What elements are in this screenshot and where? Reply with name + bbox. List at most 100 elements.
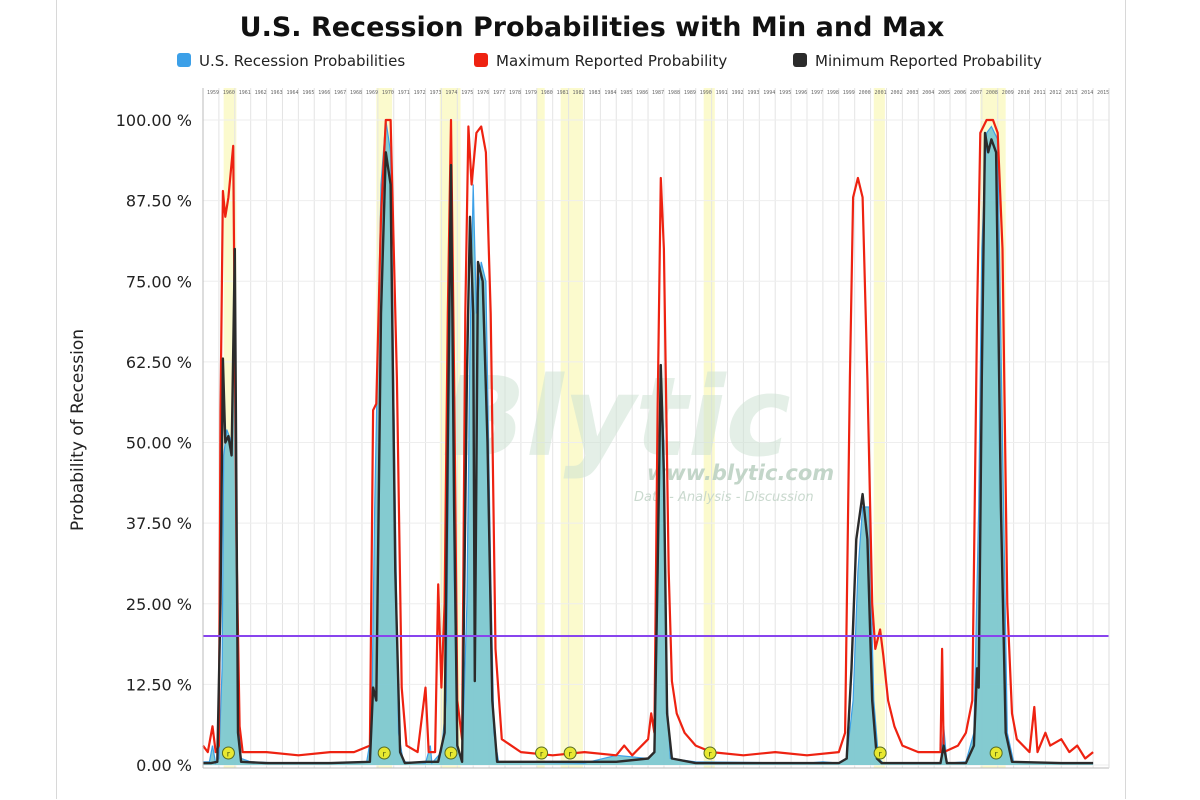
year-tick-label: 1971 [398, 90, 410, 96]
year-tick-label: 2007 [970, 90, 982, 96]
y-tick-label: 0.00 % [136, 756, 192, 775]
year-tick-label: 1966 [318, 90, 330, 96]
y-tick-labels: 0.00 % 12.50 % 25.00 % 37.50 % 50.00 % 62.50 … [116, 111, 192, 775]
chart-frame: U.S. Recession Probabilities with Min an… [56, 0, 1126, 799]
recession-marker-glyph: r [383, 750, 387, 759]
y-tick-label: 50.00 % [126, 434, 192, 453]
year-tick-label: 1976 [477, 90, 489, 96]
year-tick-label: 1986 [636, 90, 648, 96]
year-tick-label: 1968 [350, 90, 362, 96]
year-tick-label: 1991 [716, 90, 728, 96]
year-tick-label: 1988 [668, 90, 680, 96]
y-tick-label: 37.50 % [126, 514, 192, 533]
year-tick-label: 2015 [1097, 90, 1109, 96]
watermark-tagline: Data - Analysis - Discussion [634, 490, 814, 505]
year-tick-label: 1995 [779, 90, 791, 96]
year-tick-label: 2003 [906, 90, 918, 96]
year-tick-label: 1970 [382, 90, 394, 96]
recession-marker [221, 746, 235, 760]
watermark-url: www.blytic.com [647, 461, 834, 485]
year-tick-label: 1978 [509, 90, 521, 96]
watermark-brand: Blytic [442, 353, 791, 481]
year-tick-label: 1963 [271, 90, 283, 96]
year-tick-label: 1989 [684, 90, 696, 96]
year-tick-label: 2011 [1034, 90, 1046, 96]
axes [202, 88, 1110, 769]
y-tick-label: 12.50 % [126, 675, 192, 694]
chart-svg: U.S. Recession Probabilities with Min an… [68, 12, 1110, 775]
recession-band [536, 88, 545, 768]
year-tick-label: 1967 [334, 90, 346, 96]
legend-label-maximum: Maximum Reported Probability [496, 52, 727, 70]
year-tick-label: 2004 [922, 90, 934, 96]
recession-marker [444, 746, 458, 760]
year-tick-label: 1960 [223, 90, 235, 96]
year-tick-label: 1981 [557, 90, 569, 96]
year-tick-label: 1992 [732, 90, 744, 96]
recession-marker-glyph: r [569, 750, 573, 759]
year-tick-label: 1965 [302, 90, 314, 96]
recession-band [560, 88, 583, 768]
year-tick-label: 1973 [430, 90, 442, 96]
year-tick-label: 2012 [1049, 90, 1061, 96]
y-tick-label: 25.00 % [126, 595, 192, 614]
year-tick-label: 1996 [795, 90, 807, 96]
recession-marker-glyph: r [878, 750, 882, 759]
year-tick-label: 1999 [843, 90, 855, 96]
series-layer [202, 118, 1094, 765]
year-tick-label: 2014 [1081, 90, 1093, 96]
year-tick-label: 1961 [239, 90, 251, 96]
year-tick-label: 1972 [414, 90, 426, 96]
year-tick-label: 2013 [1065, 90, 1077, 96]
year-tick-label: 1990 [700, 90, 712, 96]
recession-band [703, 88, 715, 768]
year-tick-label: 1997 [811, 90, 823, 96]
recession-marker-glyph: r [540, 750, 544, 759]
recession-marker [989, 746, 1003, 760]
recession-marker-glyph: r [994, 750, 998, 759]
year-tick-label: 1959 [207, 90, 219, 96]
legend-swatch-maximum [474, 53, 488, 67]
year-tick-label: 2000 [859, 90, 871, 96]
y-tick-label: 87.50 % [126, 192, 192, 211]
year-tick-label: 1964 [286, 90, 298, 96]
recession-marker-glyph: r [227, 750, 231, 759]
year-tick-label: 1962 [255, 90, 267, 96]
recession-marker-glyph: r [708, 750, 712, 759]
year-tick-label: 1982 [573, 90, 585, 96]
y-tick-label: 62.50 % [126, 353, 192, 372]
series-area-recession-probabilities [203, 120, 1094, 765]
year-tick-label: 1987 [652, 90, 664, 96]
year-tick-label: 1985 [620, 90, 632, 96]
year-tick-label: 1998 [827, 90, 839, 96]
year-tick-label: 1993 [747, 90, 759, 96]
year-tick-label: 1994 [763, 90, 775, 96]
y-tick-label: 100.00 % [116, 111, 192, 130]
y-axis-label: Probability of Recession [68, 329, 88, 531]
recession-marker [873, 746, 887, 760]
x-tick-labels: 1959 1960 1961 1962 1963 1964 1965 1966 1967 1968… [207, 90, 1109, 96]
year-tick-label: 1984 [604, 90, 616, 96]
recession-marker [563, 746, 577, 760]
year-tick-label: 1979 [525, 90, 537, 96]
recession-band [873, 88, 885, 768]
year-tick-label: 2001 [875, 90, 887, 96]
legend-label-minimum: Minimum Reported Probability [815, 52, 1042, 70]
recession-marker [535, 746, 549, 760]
recession-marker-glyph: r [449, 750, 453, 759]
year-tick-label: 1977 [493, 90, 505, 96]
recession-marker [703, 746, 717, 760]
year-tick-label: 2006 [954, 90, 966, 96]
legend-swatch-probabilities [177, 53, 191, 67]
legend-swatch-minimum [793, 53, 807, 67]
year-tick-label: 1974 [445, 90, 457, 96]
series-line-maximum-probability [202, 118, 1094, 760]
year-tick-label: 2009 [1002, 90, 1014, 96]
year-tick-label: 2005 [938, 90, 950, 96]
year-tick-label: 1980 [541, 90, 553, 96]
year-tick-label: 2008 [986, 90, 998, 96]
year-tick-label: 2010 [1018, 90, 1030, 96]
year-tick-label: 1975 [461, 90, 473, 96]
watermark: Blytic www.blytic.com Data - Analysis - … [442, 353, 834, 505]
